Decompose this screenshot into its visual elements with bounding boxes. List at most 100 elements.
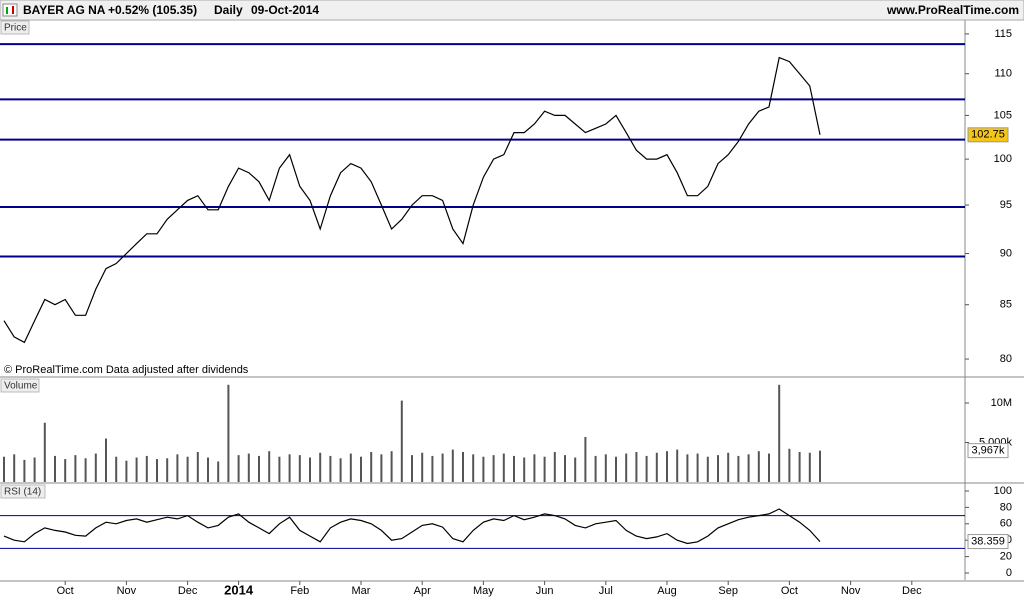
volume-bar [196,451,199,482]
panel-label: Price [4,23,27,34]
volume-bar [655,452,658,482]
volume-bar [543,456,546,482]
y-tick-label: 115 [994,28,1012,40]
volume-bar [105,438,107,482]
volume-bar [54,455,56,482]
volume-bar [207,457,209,482]
volume-bar [706,456,709,482]
last-value-label: 38.359 [971,535,1005,547]
volume-bar [502,453,505,482]
volume-bar [33,457,36,482]
last-value-label: 3,967k [971,445,1005,457]
volume-bar [258,455,260,482]
volume-bar [696,453,699,482]
volume-bar [115,456,118,482]
last-value-label: 102.75 [971,129,1005,141]
volume-bar [390,451,393,482]
y-tick-label: 105 [994,109,1012,121]
volume-bar [329,455,332,482]
y-tick-label: 80 [1000,501,1012,513]
volume-bar [462,451,464,482]
volume-bar [227,384,230,482]
volume-bar [217,461,220,482]
volume-bar [237,455,240,482]
volume-bar [125,460,128,482]
volume-bar [43,422,46,482]
volume-bar [808,452,811,482]
last-value-box [967,534,1009,550]
volume-bar [298,455,301,482]
x-tick-label: Dec [902,585,922,597]
y-tick-label: 20 [1000,551,1012,563]
x-tick-label: 2014 [224,582,254,597]
header-bar [0,0,1024,21]
icon [2,3,18,17]
x-tick-label: Dec [178,585,198,597]
price-line [3,56,821,344]
y-tick-label: 90 [1000,247,1012,259]
volume-bar [666,451,668,482]
volume-bar [584,436,587,482]
volume-bar [615,456,617,482]
x-tick-label: Oct [57,585,74,597]
x-tick-label: Sep [718,585,738,597]
volume-bar [513,455,515,482]
panel-label-box [0,20,30,35]
volume-bar [768,453,770,482]
x-tick-label: Feb [290,585,309,597]
volume-bar [278,456,281,482]
volume-bar [727,452,730,482]
volume-bar [156,459,158,482]
y-tick-label: 0 [1006,567,1012,579]
volume-bar [74,455,77,482]
volume-bar [472,454,475,482]
y-tick-label: 100 [994,485,1012,497]
icon [12,6,14,14]
volume-bar [339,458,342,482]
volume-bar [553,451,556,482]
price-line [3,508,821,545]
y-tick-label: 110 [994,68,1012,80]
volume-bar [421,452,424,482]
header-title: BAYER AG NA [23,3,106,17]
volume-bar [166,458,169,482]
volume-bar [788,448,791,482]
header-period: Daily [214,3,243,17]
header-change: +0.52% (105.35) [108,3,197,17]
volume-bar [309,457,311,482]
volume-bar [676,449,679,482]
panel-label-box [0,484,46,499]
volume-bar [798,451,801,482]
volume-bar [23,459,26,482]
volume-bar [3,456,5,482]
volume-bar [411,455,413,482]
volume-bar [564,455,566,482]
x-tick-label: Mar [352,585,371,597]
volume-bar [400,400,403,482]
volume-bar [64,459,67,482]
y-tick-label: 85 [1000,299,1012,311]
volume-bar [13,454,16,482]
panel-label: RSI (14) [4,487,41,498]
x-tick-label: Jul [599,585,613,597]
volume-bar [247,453,250,482]
volume-bar [370,451,373,482]
header-site: www.ProRealTime.com [886,3,1019,17]
volume-bar [625,453,628,482]
volume-bar [635,451,638,482]
x-tick-label: Apr [414,585,431,597]
volume-bar [349,453,352,482]
x-tick-label: Aug [657,585,677,597]
volume-bar [451,449,454,482]
x-tick-label: Nov [841,585,861,597]
volume-bar [441,453,444,482]
x-tick-label: May [473,585,494,597]
volume-bar [574,457,577,482]
volume-bar [176,454,179,482]
note: © ProRealTime.com Data adjusted after di… [4,364,249,376]
volume-bar [533,454,536,482]
volume-bar [747,454,750,482]
volume-bar [319,452,322,482]
volume-bar [819,450,821,482]
